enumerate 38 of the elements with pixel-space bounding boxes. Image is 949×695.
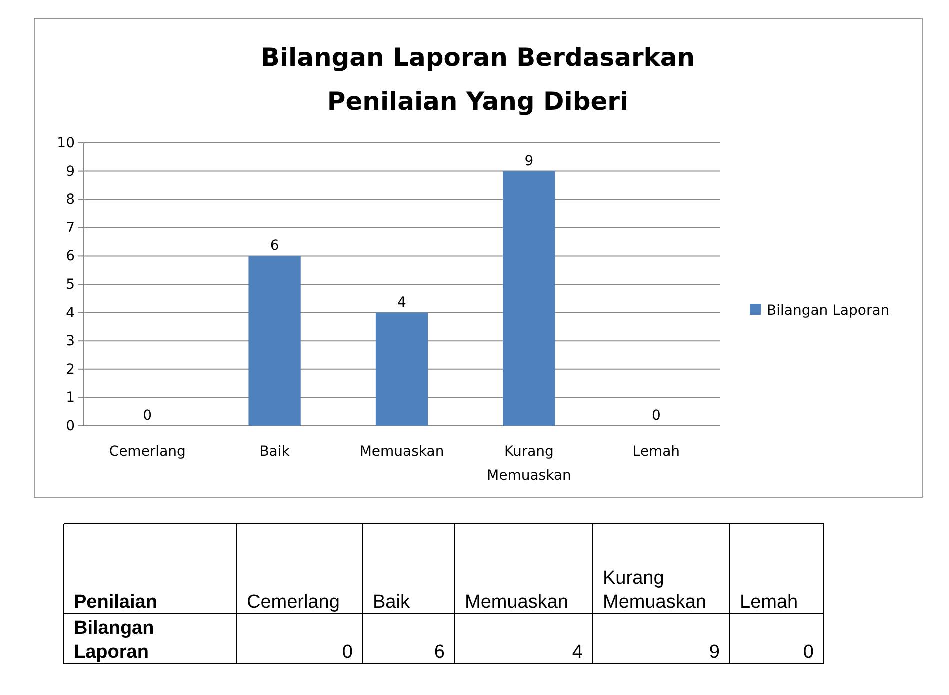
data-label: 6 xyxy=(270,238,280,254)
category-label: Cemerlang xyxy=(247,592,340,613)
y-tick-label: 2 xyxy=(66,362,75,378)
y-tick-label: 5 xyxy=(66,276,75,293)
category-label: Memuaskan xyxy=(465,592,568,613)
y-tick-label: 8 xyxy=(66,192,75,208)
y-tick-label: 7 xyxy=(66,220,75,236)
data-label: 4 xyxy=(572,642,584,663)
x-tick-label: Cemerlang xyxy=(109,444,186,460)
data-label: 0 xyxy=(803,642,814,663)
chart-title: Bilangan Laporan Berdasarkan Penilaian Yang Diberi xyxy=(260,43,696,116)
y-tick-label: 6 xyxy=(66,248,76,265)
y-tick-label: 1 xyxy=(66,390,75,406)
bar xyxy=(248,256,301,426)
x-tick-label: Lemah xyxy=(632,444,680,460)
category-label: Baik xyxy=(373,592,410,613)
data-label: 9 xyxy=(709,642,720,663)
data-label: 6 xyxy=(434,642,445,663)
x-tick-label: Memuaskan xyxy=(360,444,444,460)
data-label: 4 xyxy=(398,294,407,311)
x-tick-label: Kurang Memuaskan xyxy=(487,444,572,484)
data-label: 0 xyxy=(342,642,353,663)
y-tick-label: 4 xyxy=(66,305,76,322)
bar xyxy=(376,312,428,426)
y-tick-label: 0 xyxy=(66,418,75,434)
text: Penilaian xyxy=(74,592,158,613)
text: Bilangan Laporan xyxy=(74,618,154,663)
legend-label: Bilangan Laporan xyxy=(767,303,890,319)
data-label: 9 xyxy=(524,153,534,170)
y-tick-label: 9 xyxy=(66,164,75,180)
category-label: Kurang Memuaskan xyxy=(603,568,706,613)
x-tick-label: Baik xyxy=(260,444,291,460)
y-tick-label: 10 xyxy=(57,135,75,152)
category-label: Lemah xyxy=(740,592,798,613)
bar xyxy=(503,171,556,426)
data-label: 0 xyxy=(652,408,661,424)
y-tick-label: 3 xyxy=(66,334,75,350)
data-label: 0 xyxy=(143,408,152,424)
